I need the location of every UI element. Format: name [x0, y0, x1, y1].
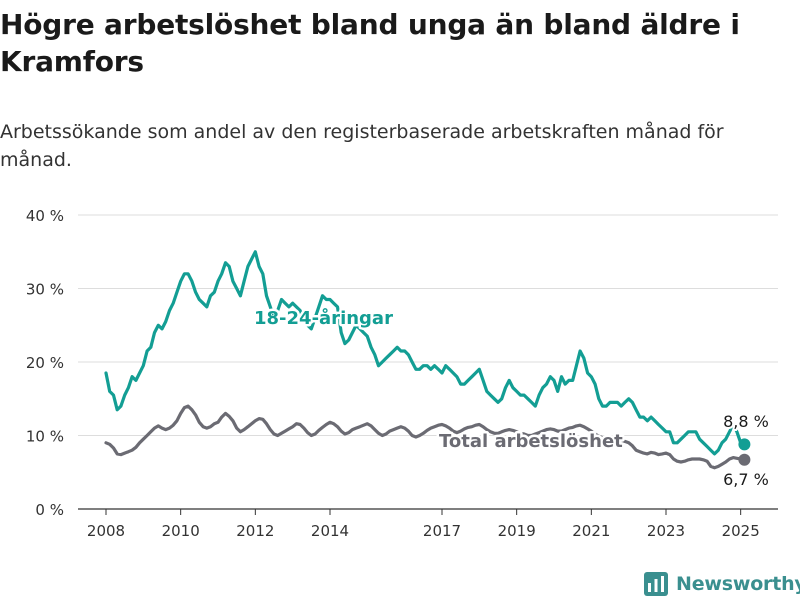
grid-lines	[78, 214, 778, 510]
x-tick-label: 2019	[498, 522, 536, 540]
chart-title: Högre arbetslöshet bland unga än bland ä…	[0, 8, 740, 78]
chart-subtitle: Arbetssökande som andel av den registerb…	[0, 121, 724, 171]
y-tick-label: 20 %	[26, 354, 64, 372]
x-tick-label: 2021	[572, 522, 610, 540]
series-end-value-1: 6,7 %	[723, 470, 769, 489]
line-chart: 0 % 10 % 20 % 30 % 40 % 2008 2010 2012 2014 2017…	[26, 207, 778, 540]
y-tick-labels: 0 % 10 % 20 % 30 % 40 %	[26, 207, 64, 519]
series-line-1	[104, 404, 746, 470]
y-tick-label: 40 %	[26, 207, 64, 225]
series-name-label-0: 18-24-åringar	[254, 307, 393, 329]
x-tick-labels: 2008 2010 2012 2014 2017 2019 2021 2023 2025	[87, 509, 760, 540]
series-end-point-1	[738, 453, 751, 466]
x-tick-label: 2008	[87, 522, 125, 540]
newsworthy-logo-icon	[644, 572, 668, 596]
series-lines	[104, 250, 751, 470]
x-tick-label: 2017	[423, 522, 461, 540]
y-tick-label: 10 %	[26, 428, 64, 446]
series-name-label-1: Total arbetslöshet	[439, 431, 623, 452]
series-end-value-0: 8,8 %	[723, 412, 769, 431]
series-line-0	[104, 250, 746, 456]
series-labels: 18-24-åringar Total arbetslöshet 8,8 % 6,7 …	[252, 305, 771, 492]
y-tick-label: 30 %	[26, 281, 64, 299]
x-tick-label: 2014	[311, 522, 349, 540]
y-tick-label: 0 %	[35, 501, 64, 519]
brand-name: Newsworthy	[676, 573, 800, 595]
x-tick-label: 2012	[236, 522, 274, 540]
series-end-point-0	[738, 438, 751, 451]
x-tick-label: 2010	[162, 522, 200, 540]
x-tick-label: 2025	[722, 522, 760, 540]
x-tick-label: 2023	[647, 522, 685, 540]
newsworthy-logo: Newsworthy	[644, 568, 800, 600]
